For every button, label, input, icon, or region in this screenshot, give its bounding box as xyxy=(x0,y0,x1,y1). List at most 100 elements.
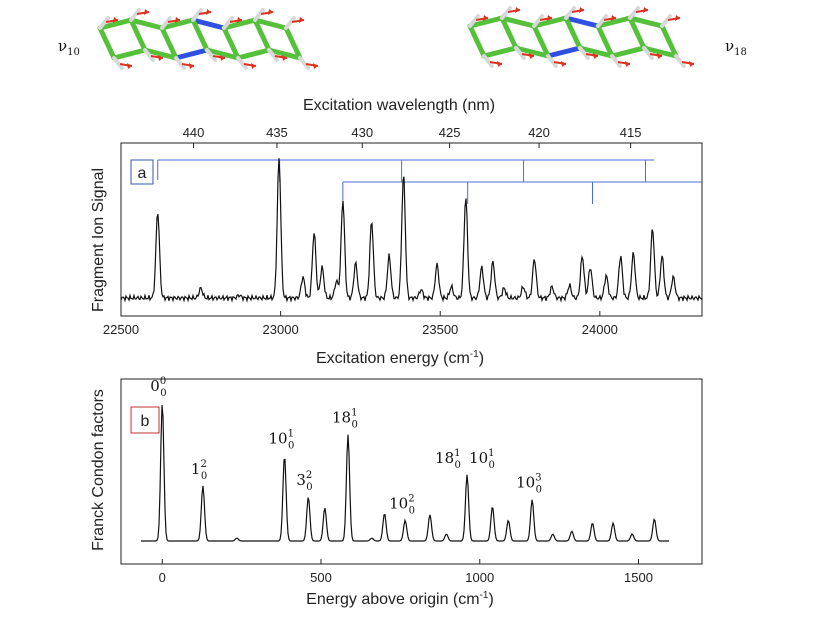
bond xyxy=(252,17,272,53)
arrow-head xyxy=(643,7,648,13)
hydrogen-bond xyxy=(143,48,155,62)
arrow-head xyxy=(189,63,194,69)
arrow-head xyxy=(113,17,118,23)
assignment-label: 102 0 xyxy=(389,493,415,516)
bond xyxy=(190,17,227,31)
top-tick-label: 430 xyxy=(351,125,373,140)
spectrum-a-line xyxy=(120,158,703,303)
hydrogen-bond xyxy=(532,14,544,28)
x-tick-label-a: 23000 xyxy=(263,322,299,337)
hydrogen-bond xyxy=(610,54,622,68)
hydrogen-bond xyxy=(482,54,494,68)
hydrogen-bond xyxy=(191,8,203,22)
bond xyxy=(173,47,210,61)
x-tick-label-a: 24000 xyxy=(582,322,618,337)
arrow-head xyxy=(675,15,680,21)
bond xyxy=(221,17,258,31)
bond xyxy=(563,15,583,51)
assignment-label: 101 0 xyxy=(469,448,495,471)
arrow-head xyxy=(127,63,132,69)
bond xyxy=(595,15,633,29)
bond xyxy=(531,23,551,59)
x-tick-label-a: 23500 xyxy=(422,322,458,337)
top-axis-ticks: 440 435 430 425 420 415 xyxy=(183,125,642,148)
hydrogen-bond xyxy=(174,56,186,70)
bond xyxy=(128,17,165,31)
hydrogen-bond xyxy=(596,14,608,28)
x-axis-title-a: Excitation energy (cm-1) xyxy=(316,349,484,367)
panel-b-frame xyxy=(120,378,703,565)
bond xyxy=(204,47,241,61)
panel-b-badge xyxy=(130,406,160,434)
hydrogen-bond xyxy=(236,56,248,70)
bond xyxy=(467,15,505,29)
molecule-nu18-image xyxy=(467,6,695,68)
bond xyxy=(595,23,615,59)
bond xyxy=(467,23,487,59)
top-tick-label: 425 xyxy=(439,125,461,140)
bond xyxy=(577,45,615,59)
arrow-head xyxy=(657,53,662,59)
arrow-head xyxy=(220,55,225,61)
x-tick-label-b: 500 xyxy=(310,570,332,585)
top-axis-title: Excitation wavelength (nm) xyxy=(303,97,495,114)
bond xyxy=(609,45,647,59)
hydrogen-bond xyxy=(98,16,110,30)
hydrogen-bond xyxy=(129,8,141,22)
arrow-head xyxy=(313,63,318,69)
hydrogen-bond xyxy=(298,56,310,70)
x-tick-label-b: 1000 xyxy=(465,570,494,585)
bond xyxy=(190,17,210,53)
arrow-head xyxy=(561,61,566,67)
mode-label-nu18: ν18 xyxy=(725,37,747,58)
bond xyxy=(128,17,148,53)
spectrum-b-line xyxy=(141,404,669,542)
arrow-head xyxy=(611,15,616,21)
bond xyxy=(97,17,134,31)
top-tick-label: 415 xyxy=(620,125,642,140)
arrow-head xyxy=(483,15,488,21)
arrow-head xyxy=(593,53,598,59)
hydrogen-bond xyxy=(546,54,558,68)
panel-a-frame xyxy=(120,142,703,317)
x-tick-label-a: 22500 xyxy=(103,322,139,337)
arrow-head xyxy=(625,61,630,67)
arrow-head xyxy=(237,17,242,23)
hydrogen-bond xyxy=(578,46,590,60)
arrow-head xyxy=(497,61,502,67)
hydrogen-bond xyxy=(642,46,654,60)
hydrogen-bond xyxy=(267,48,279,62)
panel-a-letter: a xyxy=(138,165,147,182)
x-tick-label-b: 0 xyxy=(159,570,166,585)
bond xyxy=(563,15,601,29)
arrow-head xyxy=(299,17,304,23)
arrow-head xyxy=(689,61,694,67)
y-axis-title-a: Fragment Ion Signal xyxy=(90,168,107,312)
bond xyxy=(283,25,303,61)
arrow-head xyxy=(158,55,163,61)
top-tick-label: 420 xyxy=(528,125,550,140)
hydrogen-bond xyxy=(500,6,512,20)
molecule-nu10-image xyxy=(97,8,319,70)
hydrogen-bond xyxy=(112,56,124,70)
progression-combs xyxy=(157,159,702,204)
bond xyxy=(97,25,117,61)
bond xyxy=(159,25,179,61)
arrow-head xyxy=(515,7,520,13)
top-tick-label: 440 xyxy=(183,125,205,140)
arrow-head xyxy=(206,9,211,15)
hydrogen-bond xyxy=(253,8,265,22)
bond xyxy=(111,47,148,61)
bond xyxy=(499,15,537,29)
bond xyxy=(627,15,665,29)
panel-a-badge xyxy=(130,159,154,185)
bond xyxy=(531,15,569,29)
hydrogen-bond xyxy=(222,16,234,30)
bond xyxy=(252,17,289,31)
bond xyxy=(641,45,679,59)
hydrogen-bond xyxy=(514,46,526,60)
bond xyxy=(266,47,303,61)
assignment-label: 12 0 xyxy=(191,459,207,482)
bond xyxy=(159,17,196,31)
